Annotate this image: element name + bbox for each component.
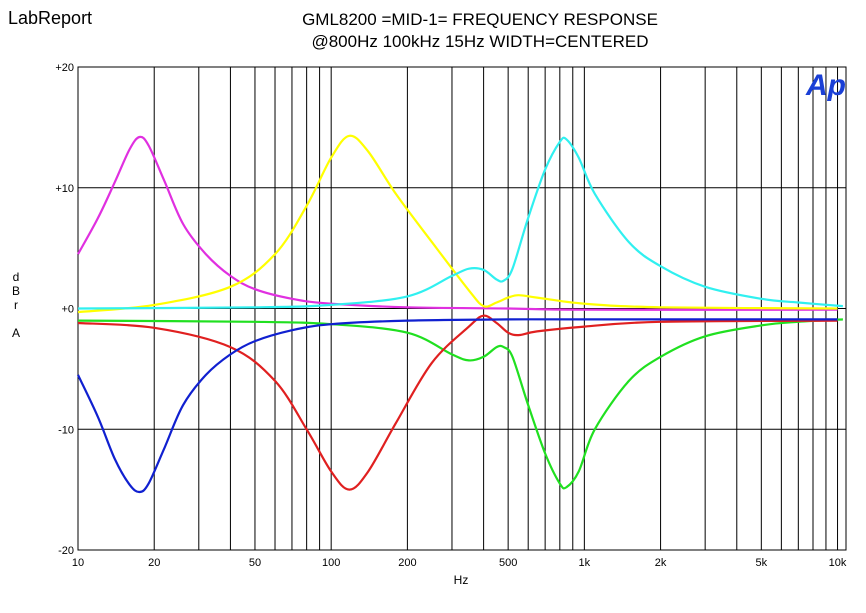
y-tick-label: +10 — [55, 183, 74, 195]
series-line-6 — [77, 318, 838, 494]
tick-label-layer: 10 20 50 100 200 500 1k 2k 5k 10k +20 +10 +0 -10 -20 — [55, 62, 847, 569]
series-line-5 — [77, 314, 838, 491]
x-tick-label: 5k — [756, 557, 768, 569]
y-tick-label: -10 — [58, 424, 74, 436]
app-brand-label: LabReport — [8, 8, 93, 28]
chart-title-line-1: GML8200 =MID-1= FREQUENCY RESPONSE — [302, 10, 658, 29]
y-tick-label: +20 — [55, 62, 74, 74]
x-tick-label: 100 — [322, 557, 340, 569]
y-axis-label-char: r — [14, 298, 18, 312]
y-axis-label-char: A — [12, 326, 20, 340]
x-tick-label: 20 — [148, 557, 160, 569]
y-axis-label-char: B — [12, 284, 20, 298]
series-line-1 — [77, 135, 838, 311]
x-tick-label: 1k — [579, 557, 591, 569]
y-tick-label: -20 — [58, 545, 74, 557]
x-tick-label: 50 — [249, 557, 261, 569]
series-line-3 — [77, 136, 843, 310]
x-tick-label: 200 — [398, 557, 416, 569]
y-tick-label: +0 — [61, 304, 74, 316]
series-layer — [77, 134, 843, 494]
series-line-2 — [77, 134, 838, 314]
chart-title-line-2: @800Hz 100kHz 15Hz WIDTH=CENTERED — [311, 32, 649, 51]
x-tick-label: 2k — [655, 557, 667, 569]
ap-logo: Ap — [805, 69, 846, 102]
y-axis-label-char: d — [13, 270, 20, 284]
x-tick-label: 500 — [499, 557, 517, 569]
x-tick-label: 10k — [829, 557, 847, 569]
series-line-4 — [77, 318, 843, 490]
x-axis-label: Hz — [454, 573, 469, 587]
x-tick-label: 10 — [72, 557, 84, 569]
